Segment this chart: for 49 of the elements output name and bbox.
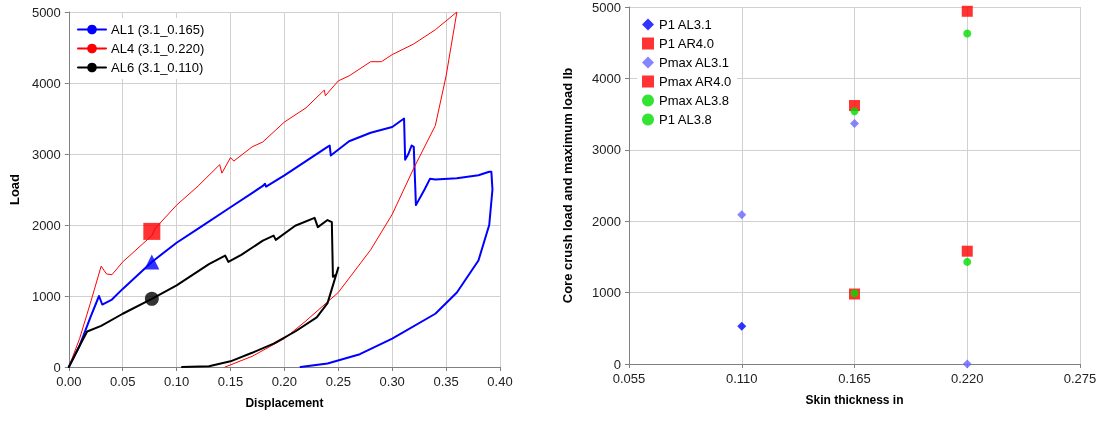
y-tick-label: 0 xyxy=(53,359,61,375)
x-tick-label: 0.055 xyxy=(612,371,646,386)
line-series xyxy=(67,216,340,368)
y-tick-label: 5000 xyxy=(592,0,621,15)
legend-label: P1 AL3.8 xyxy=(659,112,712,127)
y-tick-label: 4000 xyxy=(31,75,61,91)
x-tick-label: 0.05 xyxy=(110,374,136,389)
legend-label: AL4 (3.1_0.220) xyxy=(111,41,205,56)
x-tick-label: 0.275 xyxy=(1063,371,1097,386)
y-axis-title: Core crush load and maximum load lb xyxy=(560,67,575,304)
legend-label: Pmax AR4.0 xyxy=(659,74,732,89)
legend-label: Pmax AL3.1 xyxy=(659,55,730,70)
point xyxy=(737,321,747,331)
point xyxy=(961,245,973,257)
y-tick-label: 3000 xyxy=(31,146,61,162)
y-tick-label: 0 xyxy=(613,356,621,372)
point xyxy=(962,359,972,369)
x-tick-label: 0.30 xyxy=(379,374,405,389)
y-tick-label: 4000 xyxy=(592,70,621,86)
y-tick-label: 2000 xyxy=(31,217,61,233)
point xyxy=(737,210,747,220)
legend-label: AL1 (3.1_0.165) xyxy=(111,22,205,37)
y-axis-title: Load xyxy=(7,173,22,206)
x-tick-label: 0.165 xyxy=(838,371,871,386)
x-tick-label: 0.20 xyxy=(271,374,298,389)
x-tick-label: 0.10 xyxy=(163,374,190,389)
y-tick-label: 1000 xyxy=(31,288,61,304)
x-tick-label: 0.40 xyxy=(487,374,513,389)
x-tick-label: 0.15 xyxy=(217,374,244,389)
point xyxy=(961,5,973,17)
x-axis-title: Skin thickness in xyxy=(805,393,904,407)
y-tick-label: 2000 xyxy=(592,213,621,229)
legend-label: P1 AR4.0 xyxy=(659,36,714,51)
legend-label: P1 AL3.1 xyxy=(659,17,712,32)
legend-label: AL6 (3.1_0.110) xyxy=(111,60,204,75)
x-tick-label: 0.35 xyxy=(433,374,459,389)
x-axis-title: Displacement xyxy=(245,396,324,410)
x-tick-label: 0.25 xyxy=(325,374,351,389)
point xyxy=(963,29,972,38)
x-tick-label: 0.00 xyxy=(56,374,82,389)
point xyxy=(963,257,972,266)
x-tick-label: 0.110 xyxy=(725,371,758,386)
y-tick-label: 3000 xyxy=(592,142,621,158)
y-tick-label: 1000 xyxy=(592,285,621,301)
legend-label: Pmax AL3.8 xyxy=(659,93,730,108)
point xyxy=(850,118,859,128)
point xyxy=(850,107,859,116)
y-tick-label: 5000 xyxy=(31,4,61,20)
x-tick-label: 0.220 xyxy=(950,371,984,386)
